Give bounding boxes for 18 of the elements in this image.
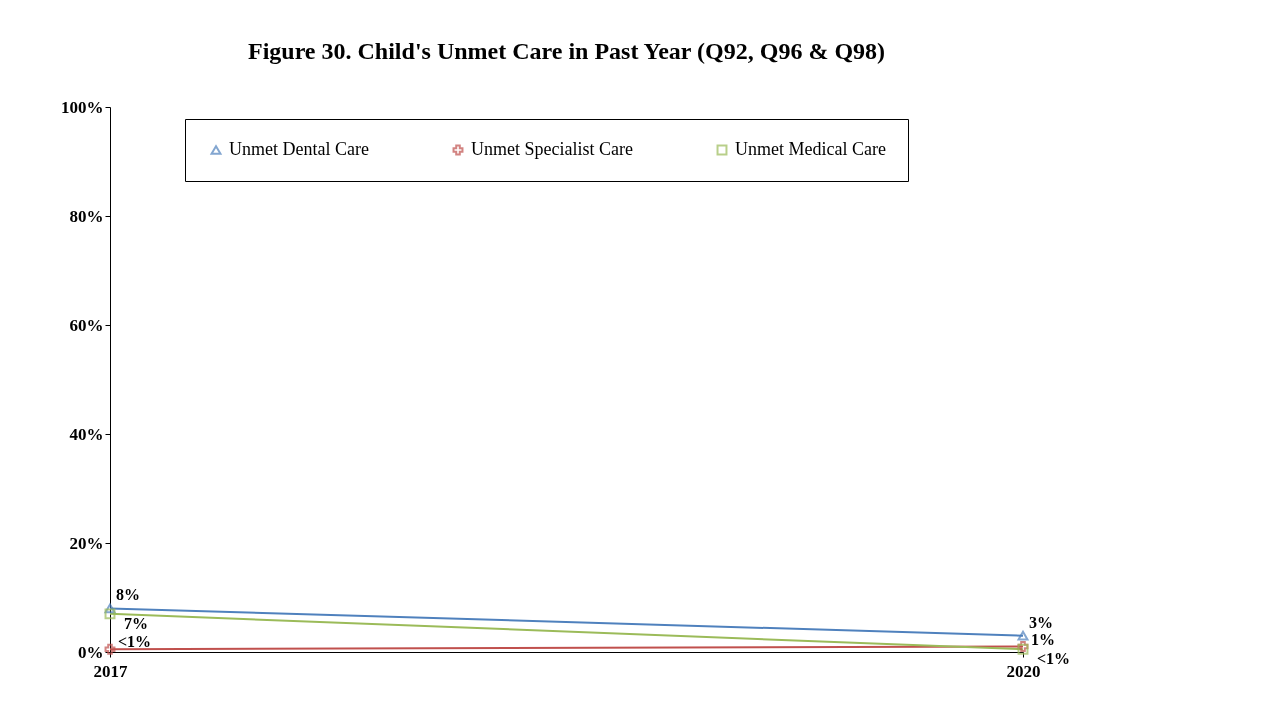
y-tick-label: 0% xyxy=(78,642,104,662)
y-tick-label: 100% xyxy=(61,97,104,117)
y-tick-label: 80% xyxy=(69,206,104,226)
data-label: 7% xyxy=(124,614,148,632)
y-tick-label: 60% xyxy=(69,315,104,335)
y-tick-label: 20% xyxy=(69,533,104,553)
data-label: 1% xyxy=(1031,630,1055,648)
data-label: <1% xyxy=(118,633,152,651)
data-label: 3% xyxy=(1029,613,1053,631)
chart-title: Figure 30. Child's Unmet Care in Past Year (Q92, Q96 & Q98) xyxy=(247,38,886,64)
point xyxy=(104,643,116,655)
legend-label: Unmet Specialist Care xyxy=(471,139,633,159)
x-tick-label: 2020 xyxy=(1006,661,1041,681)
x-tick-label: 2017 xyxy=(93,661,128,681)
legend-label: Unmet Medical Care xyxy=(735,139,886,159)
legend-label: Unmet Dental Care xyxy=(229,139,369,159)
y-tick-label: 40% xyxy=(69,424,104,444)
data-label: 8% xyxy=(116,586,140,604)
